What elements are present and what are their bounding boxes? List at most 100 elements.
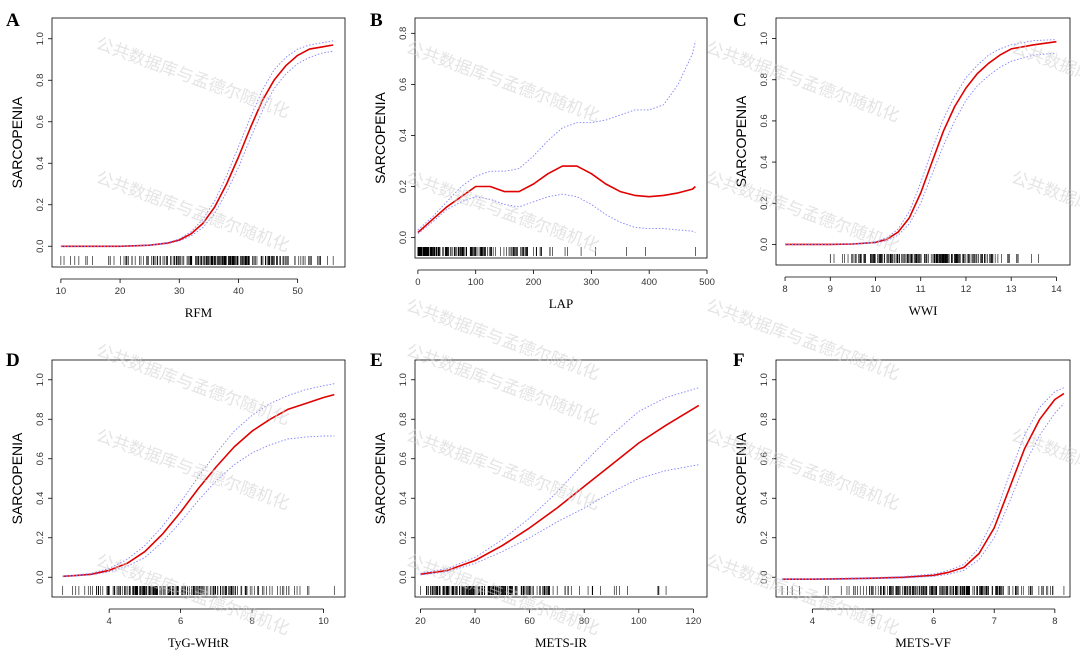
y-tick-label: 0.6 xyxy=(398,452,409,465)
y-tick-label: 0.8 xyxy=(398,27,409,40)
ci-lower-curve xyxy=(417,193,696,235)
rug xyxy=(60,256,334,265)
panel-label: B xyxy=(370,10,383,31)
y-tick-label: 0.0 xyxy=(35,571,46,584)
rug xyxy=(781,586,1065,595)
panel-label: E xyxy=(370,350,383,371)
x-axis-title: METS-IR xyxy=(535,635,587,650)
x-tick-label: 100 xyxy=(631,616,647,627)
y-axis-title: SARCOPENIA xyxy=(9,96,25,188)
panel-label: C xyxy=(733,10,747,31)
plot-frame xyxy=(414,359,708,598)
y-tick-label: 0.8 xyxy=(35,413,46,426)
watermarks: 公共数据库与孟德尔随机化 公共数据库与孟德尔随机化 公共数据库与孟德尔随机化 公共数据… xyxy=(93,34,1080,640)
y-axis-title: SARCOPENIA xyxy=(733,432,749,524)
x-tick-label: 7 xyxy=(992,616,997,627)
y-tick-label: 0.8 xyxy=(398,413,409,426)
panel-label: D xyxy=(6,350,20,371)
x-tick-label: 60 xyxy=(524,616,535,627)
y-tick-label: 0.0 xyxy=(398,231,409,244)
y-tick-label: 0.0 xyxy=(398,571,409,584)
ci-lower-curve xyxy=(785,52,1057,245)
plot-frame xyxy=(51,17,346,268)
watermark-text: 公共数据库与孟德尔随机化 xyxy=(703,551,902,640)
watermark-text: 公共数据库与孟德尔随机化 xyxy=(93,551,292,640)
x-tick-label: 300 xyxy=(583,277,599,288)
x-axis-title: WWI xyxy=(909,303,938,318)
watermark-text: 公共数据库与孟德尔随机化 xyxy=(93,168,292,257)
panel-d: D 0.0 0.2 0.4 0.6 0.8 1.0 4 6 8 10 TyG-WHtR SARCOPEN… xyxy=(6,350,346,650)
y-tick-label: 0.6 xyxy=(759,114,770,127)
y-tick-label: 0.2 xyxy=(398,531,409,544)
y-tick-label: 0.0 xyxy=(35,240,46,253)
x-tick-label: 80 xyxy=(579,616,590,627)
watermark-text: 公共数据库与孟德尔随机化 xyxy=(403,551,602,640)
y-tick-label: 0.2 xyxy=(398,180,409,193)
y-tick-label: 0.8 xyxy=(759,73,770,86)
ci-upper-curve xyxy=(785,39,1057,245)
x-tick-label: 8 xyxy=(782,284,787,295)
watermark-text: 公共数据库与孟德尔随机化 xyxy=(703,168,902,257)
panel-f: F 0.0 0.2 0.4 0.6 0.8 1.0 4 5 6 7 8 METS-VF SARCOPENI… xyxy=(733,350,1071,650)
y-tick-label: 1.0 xyxy=(35,32,46,45)
ci-upper-curve xyxy=(60,40,334,247)
watermark-text: 公共数据库与孟德尔随机化 xyxy=(403,168,602,257)
panel-e: E 0.0 0.2 0.4 0.6 0.8 1.0 20 40 60 80 100 120 METS-IR… xyxy=(370,350,708,650)
plot-frame xyxy=(51,359,346,598)
rug xyxy=(62,586,335,595)
plot-frame xyxy=(414,17,708,259)
x-tick-label: 8 xyxy=(249,616,254,627)
x-axis-title: RFM xyxy=(185,305,213,320)
x-tick-label: 5 xyxy=(870,616,875,627)
watermark-text: 公共数据库与孟德尔随机化 xyxy=(1008,426,1080,515)
x-tick-label: 6 xyxy=(178,616,183,627)
y-tick-label: 0.6 xyxy=(35,115,46,128)
plot-frame xyxy=(775,17,1071,266)
y-tick-label: 0.2 xyxy=(35,198,46,211)
panels: A0.00.20.40.60.81.010 20 30 40 50RFMSARCOPEN… xyxy=(6,10,1071,650)
y-tick-label: 0.4 xyxy=(398,492,409,505)
y-axis-title: SARCOPENIA xyxy=(9,432,25,524)
fit-curve xyxy=(62,393,335,578)
y-tick-label: 0.0 xyxy=(759,238,770,251)
y-axis-title: SARCOPENIA xyxy=(733,95,749,187)
ci-lower-curve xyxy=(782,403,1065,581)
ci-lower-curve xyxy=(420,464,699,576)
x-tick-label: 200 xyxy=(526,277,542,288)
y-tick-label: 0.4 xyxy=(398,129,409,142)
y-tick-label: 1.0 xyxy=(35,373,46,386)
y-tick-label: 1.0 xyxy=(759,32,770,45)
y-tick-label: 0.6 xyxy=(35,452,46,465)
y-tick-label: 0.2 xyxy=(35,531,46,544)
x-axis-title: TyG-WHtR xyxy=(168,635,230,650)
x-tick-label: 40 xyxy=(233,286,244,297)
watermark-text: 公共数据库与孟德尔随机化 xyxy=(93,341,292,430)
x-tick-label: 14 xyxy=(1051,284,1062,295)
x-tick-label: 12 xyxy=(961,284,972,295)
ci-lower-curve xyxy=(62,435,335,577)
y-tick-label: 0.4 xyxy=(759,492,770,505)
ci-upper-curve xyxy=(417,40,696,231)
panel-label: F xyxy=(733,350,745,371)
ci-lower-curve xyxy=(60,50,334,247)
y-axis-title: SARCOPENIA xyxy=(372,432,388,524)
watermark-text: 公共数据库与孟德尔随机化 xyxy=(403,38,602,127)
y-axis-title: SARCOPENIA xyxy=(372,91,388,183)
y-tick-label: 0.6 xyxy=(398,78,409,91)
rug xyxy=(417,247,696,256)
x-tick-label: 40 xyxy=(470,616,481,627)
x-tick-label: 20 xyxy=(415,616,426,627)
watermark-text: 公共数据库与孟德尔随机化 xyxy=(1008,168,1080,257)
x-tick-label: 30 xyxy=(174,286,185,297)
x-tick-label: 10 xyxy=(870,284,881,295)
x-axis-title: METS-VF xyxy=(895,635,951,650)
fit-curve xyxy=(420,404,700,576)
watermark-text: 公共数据库与孟德尔随机化 xyxy=(403,426,602,515)
fit-curve xyxy=(782,392,1065,581)
watermark-text: 公共数据库与孟德尔随机化 xyxy=(93,426,292,515)
y-tick-label: 0.6 xyxy=(759,452,770,465)
x-tick-label: 11 xyxy=(916,284,926,295)
y-tick-label: 0.2 xyxy=(759,531,770,544)
panel-c: C 0.0 0.2 0.4 0.6 0.8 1.0 8 9 10 11 12 13 14 WWI SARCOP… xyxy=(733,10,1071,318)
